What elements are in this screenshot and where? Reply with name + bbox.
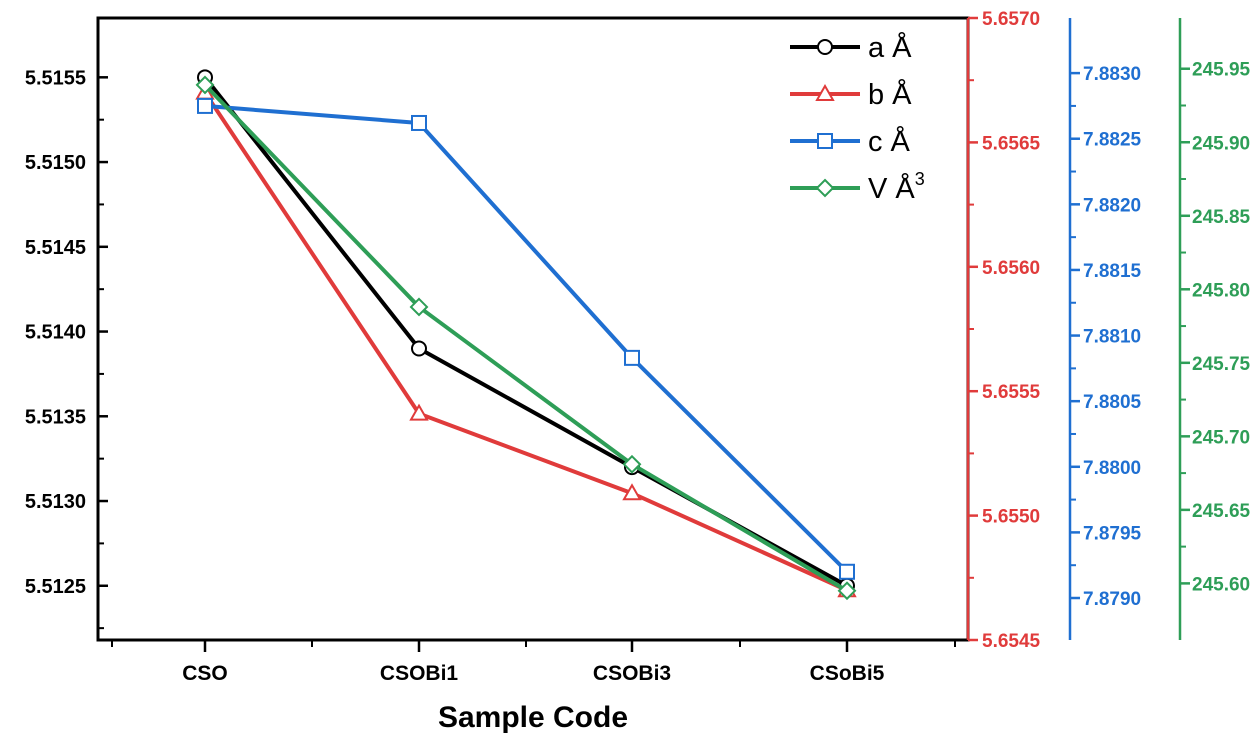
series-c-point <box>839 563 855 580</box>
series-a <box>197 69 855 594</box>
legend-b-label: b Å <box>868 78 912 111</box>
green-tick-label: 245.70 <box>1192 427 1250 448</box>
red-tick-label: 5.6545 <box>982 631 1041 652</box>
legend-c-label: c Å <box>868 125 911 158</box>
series-c <box>197 97 855 580</box>
series-layer <box>195 69 857 601</box>
series-c-point <box>197 97 213 114</box>
left-tick-label: 5.5140 <box>25 322 86 344</box>
left-tick-label: 5.5145 <box>25 237 86 259</box>
green-tick-label: 245.65 <box>1192 501 1251 522</box>
series-b-point <box>622 483 642 501</box>
x-tick-label: CSoBi5 <box>810 662 885 685</box>
series-c-line <box>204 103 849 574</box>
series-b-point <box>409 403 429 421</box>
blue-tick-label: 7.8805 <box>1083 392 1142 413</box>
x-tick-label: CSOBi3 <box>593 662 671 685</box>
green-tick-label: 245.75 <box>1192 354 1251 375</box>
blue-tick-label: 7.8815 <box>1083 261 1142 282</box>
blue-tick-label: 7.8795 <box>1083 523 1142 544</box>
series-a-point <box>411 340 427 357</box>
red-tick-label: 5.6550 <box>982 507 1040 528</box>
legend: a Å b Å c Å V Å3 <box>790 31 925 205</box>
legend-a-label: a Å <box>868 31 912 64</box>
green-tick-label: 245.60 <box>1192 574 1250 595</box>
legend-v-label: V Å3 <box>868 169 925 205</box>
blue-tick-label: 7.8825 <box>1083 130 1142 151</box>
right-axis-b: 5.6545 5.6550 5.6555 5.6560 5.6565 5.6570 <box>966 9 1041 652</box>
legend-a-marker <box>817 39 833 55</box>
legend-v-marker <box>815 178 835 198</box>
left-tick-label: 5.5155 <box>25 67 86 89</box>
red-tick-label: 5.6570 <box>982 9 1040 30</box>
left-tick-label: 5.5130 <box>25 491 86 513</box>
green-tick-label: 245.85 <box>1192 207 1251 228</box>
blue-tick-label: 7.8830 <box>1083 64 1141 85</box>
x-tick-label: CSO <box>182 662 228 685</box>
legend-b-marker <box>815 83 835 101</box>
blue-tick-label: 7.8810 <box>1083 327 1141 348</box>
series-v-point <box>837 581 857 601</box>
red-tick-label: 5.6555 <box>982 382 1041 403</box>
red-tick-label: 5.6560 <box>982 258 1040 279</box>
x-axis-title: Sample Code <box>438 701 628 734</box>
series-b <box>195 82 857 598</box>
left-tick-label: 5.5135 <box>25 406 86 428</box>
legend-c-marker <box>817 133 833 149</box>
left-axis: 5.5125 5.5130 5.5135 5.5140 5.5145 5.5150 5.51… <box>25 67 108 630</box>
series-v-line <box>203 83 849 593</box>
series-v-point <box>409 297 429 317</box>
right-axis-c: 7.8790 7.8795 7.8800 7.8805 7.8810 7.8815 7.88… <box>1068 18 1142 640</box>
left-tick-label: 5.5125 <box>25 576 86 598</box>
series-v-point <box>195 75 215 95</box>
blue-tick-label: 7.8800 <box>1083 458 1141 479</box>
blue-tick-label: 7.8820 <box>1083 195 1141 216</box>
red-tick-label: 5.6565 <box>982 133 1041 154</box>
series-v-point <box>622 454 642 474</box>
blue-tick-label: 7.8790 <box>1083 589 1141 610</box>
left-tick-label: 5.5150 <box>25 152 86 174</box>
x-tick-label: CSOBi1 <box>380 662 459 685</box>
green-tick-label: 245.80 <box>1192 280 1250 301</box>
x-axis: CSO CSOBi1 CSOBi3 CSoBi5 <box>111 640 956 685</box>
green-tick-label: 245.90 <box>1192 133 1250 154</box>
green-tick-label: 245.95 <box>1192 60 1251 81</box>
series-b-line <box>203 91 848 593</box>
series-c-point <box>411 114 427 131</box>
series-a-line <box>203 76 848 588</box>
series-c-point <box>624 349 640 366</box>
series-v <box>195 75 857 601</box>
right-axis-v: 245.60 245.65 245.70 245.75 245.80 245.85 245.… <box>1178 18 1251 640</box>
